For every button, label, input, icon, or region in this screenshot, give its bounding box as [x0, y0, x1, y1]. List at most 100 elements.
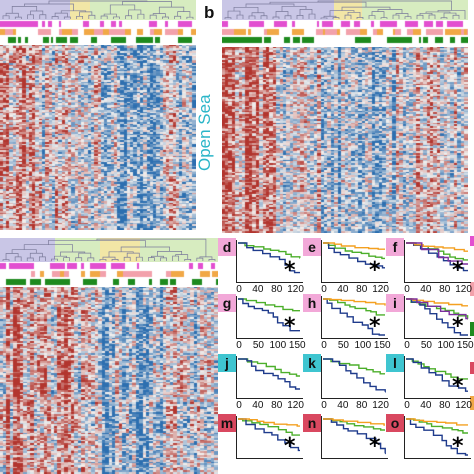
km-x-tick: 80 — [356, 284, 368, 295]
dendrogram-a — [0, 0, 196, 20]
km-curve — [406, 358, 468, 380]
km-curve — [323, 358, 386, 393]
dendrogram-branch — [137, 13, 145, 19]
heatmap-c — [0, 287, 218, 474]
km-x-tick: 80 — [356, 400, 368, 411]
km-plot-n — [321, 416, 388, 459]
km-x-ticks-h: 0 50 100 150 — [321, 340, 390, 351]
km-curve — [406, 298, 468, 307]
dendrogram-branch — [317, 0, 452, 11]
km-plot-e — [321, 240, 388, 283]
km-curve — [238, 358, 300, 390]
km-curve — [406, 242, 468, 252]
dendrogram-branch — [88, 14, 96, 19]
dendrogram-branch — [269, 1, 367, 8]
km-plot-g — [236, 296, 303, 339]
km-curves-k — [323, 358, 386, 393]
km-x-tick: 0 — [236, 400, 242, 411]
km-plot-l — [404, 356, 471, 399]
open-sea-label: Open Sea — [195, 94, 214, 172]
km-curve — [323, 242, 385, 269]
dendrogram-branch — [419, 12, 433, 16]
km-x-ticks-i: 0 50 100 150 — [404, 340, 473, 351]
significance-star: * — [369, 314, 381, 339]
km-x-tick: 50 — [337, 340, 349, 351]
km-panel-letter-d: d — [218, 238, 236, 256]
dendrogram-branch — [152, 13, 166, 18]
km-curve — [406, 242, 468, 261]
km-curve — [323, 418, 385, 431]
km-panel-letter-j: j — [218, 354, 236, 372]
km-x-tick: 150 — [456, 340, 474, 351]
dendrogram-branch — [392, 14, 400, 19]
km-plot-j — [236, 356, 303, 399]
significance-star: * — [452, 258, 464, 283]
km-x-tick: 40 — [420, 284, 432, 295]
dendrogram-branch — [236, 14, 244, 19]
km-x-ticks-k: 0 40 80 120 — [321, 400, 389, 411]
km-plot-d — [236, 240, 303, 283]
dendrogram-branch — [26, 257, 34, 261]
km-x-tick: 150 — [288, 340, 306, 351]
km-curve — [406, 358, 468, 392]
km-x-tick: 40 — [337, 284, 349, 295]
km-panel-letter-h: h — [303, 294, 321, 312]
km-curve — [238, 418, 300, 436]
km-curve — [238, 298, 300, 312]
km-x-tick: 40 — [252, 284, 264, 295]
km-curve — [406, 418, 468, 434]
dendrogram-branch — [39, 14, 47, 19]
km-x-tick: 40 — [337, 400, 349, 411]
dendrogram-branch — [111, 259, 119, 261]
significance-star: * — [369, 258, 381, 283]
km-x-ticks-e: 0 40 80 120 — [321, 284, 389, 295]
km-plot-o — [404, 416, 471, 459]
km-x-tick: 40 — [252, 400, 264, 411]
dendrogram-branch — [76, 15, 84, 19]
km-curve — [323, 242, 385, 260]
km-plot-i — [404, 296, 471, 339]
dendrogram-c — [0, 238, 218, 262]
km-panel-letter-i: i — [386, 294, 404, 312]
km-curve — [238, 358, 300, 377]
km-curve — [323, 418, 386, 455]
km-curves-o — [406, 418, 468, 456]
km-curve — [238, 242, 301, 259]
significance-star: * — [369, 434, 381, 459]
km-x-tick: 0 — [404, 340, 410, 351]
dendrogram-branch — [404, 16, 412, 19]
dendrogram-branch — [199, 256, 213, 260]
km-x-tick: 0 — [404, 400, 410, 411]
dendrogram-branch — [5, 12, 19, 18]
km-curve — [238, 418, 300, 427]
panel-label-b: b — [204, 3, 215, 22]
km-curves-g — [238, 298, 300, 332]
edge-strip-2 — [470, 282, 474, 296]
km-plot-h — [321, 296, 388, 339]
dendrogram-branch — [196, 257, 204, 261]
dendrogram-b — [222, 0, 468, 20]
significance-star: * — [452, 314, 464, 339]
dendrogram-branch — [38, 256, 46, 261]
dendrogram-branch — [172, 255, 180, 261]
dendrogram-branch — [380, 17, 388, 19]
km-panel-letter-k: k — [303, 354, 321, 372]
dendrogram-branch — [54, 255, 67, 260]
km-x-tick: 0 — [236, 284, 242, 295]
km-x-tick: 80 — [271, 400, 283, 411]
km-curve — [238, 418, 300, 452]
km-curve — [323, 418, 385, 426]
km-x-tick: 120 — [372, 400, 389, 411]
km-panel-letter-f: f — [386, 238, 404, 256]
dendrogram-branch — [377, 9, 403, 14]
dendrogram-branch — [356, 17, 364, 19]
dendrogram-branch — [96, 238, 207, 257]
dendrogram-branch — [78, 252, 92, 258]
km-x-tick: 100 — [437, 340, 455, 351]
dendrogram-branch — [135, 256, 143, 261]
km-x-tick: 100 — [269, 340, 287, 351]
km-curves-j — [238, 358, 300, 390]
dendrogram-branch — [395, 13, 409, 17]
km-curve — [323, 298, 386, 306]
dendrogram-branch — [177, 11, 191, 18]
